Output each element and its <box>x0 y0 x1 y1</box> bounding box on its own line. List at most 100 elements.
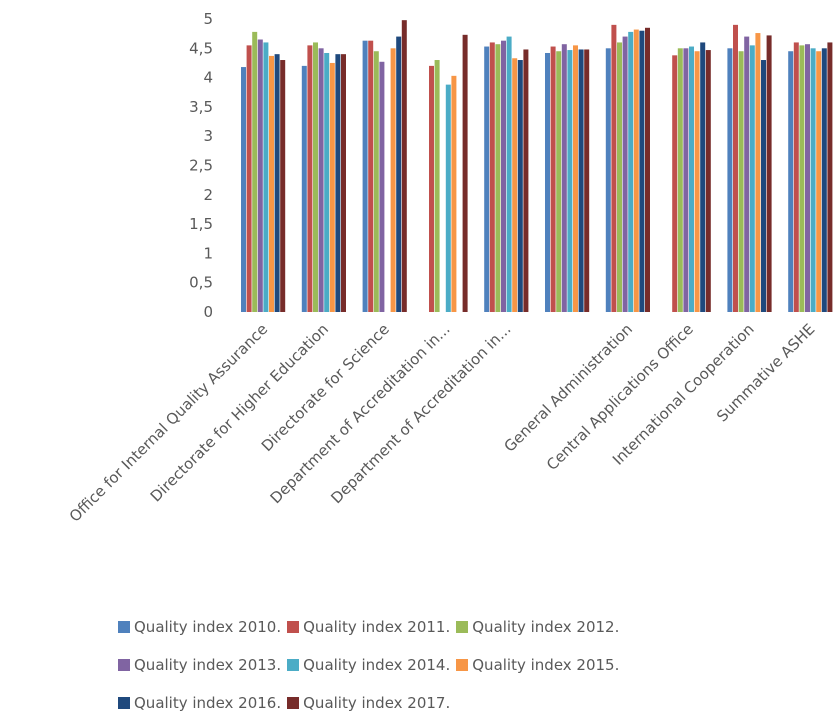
y-tick-label: 5 <box>203 10 213 28</box>
bar <box>373 51 379 312</box>
bar <box>269 55 274 313</box>
y-tick-label: 4,5 <box>189 39 213 57</box>
bar <box>677 48 683 313</box>
bar <box>705 50 711 313</box>
bars <box>241 20 833 313</box>
bar <box>749 45 755 313</box>
bar <box>318 48 324 313</box>
legend-swatch <box>118 659 130 671</box>
legend-label: Quality index 2017. <box>303 694 451 712</box>
legend-swatch <box>287 697 300 709</box>
y-tick-label: 2,5 <box>189 157 213 175</box>
bar <box>617 42 622 312</box>
bar <box>390 48 396 313</box>
bar <box>821 48 827 313</box>
legend-label: Quality index 2013. <box>134 656 282 674</box>
bar <box>379 61 385 312</box>
bar <box>506 36 512 312</box>
bar <box>484 46 490 312</box>
bar <box>313 42 318 312</box>
bar <box>434 60 440 312</box>
bar <box>489 42 495 312</box>
bar <box>578 49 584 312</box>
bar <box>401 20 407 312</box>
legend-item: Quality index 2012. <box>456 618 619 636</box>
bar <box>605 48 611 313</box>
bar <box>738 51 744 312</box>
y-tick-label: 0,5 <box>189 274 213 292</box>
legend-swatch <box>287 659 300 671</box>
bar <box>799 45 805 313</box>
bar <box>805 44 810 312</box>
legend-label: Quality index 2010. <box>134 618 282 636</box>
bar <box>556 51 562 312</box>
bar <box>501 40 506 313</box>
bar-chart: 0 0,5 1 1,5 2 2,5 3 3,5 4 4,5 5 Office for Interna… <box>66 10 833 526</box>
legend-row: Quality index 2010. Quality index 2011. Qu… <box>118 608 818 646</box>
bar <box>700 42 706 312</box>
legend-label: Quality index 2012. <box>472 618 620 636</box>
bar <box>727 48 733 313</box>
bar <box>744 36 750 312</box>
bar <box>639 30 645 312</box>
y-tick-label: 3,5 <box>189 98 213 116</box>
legend-item: Quality index 2016. <box>118 694 281 712</box>
legend-swatch <box>287 621 300 633</box>
legend-label: Quality index 2015. <box>472 656 620 674</box>
y-tick-label: 0 <box>203 303 213 321</box>
bar <box>810 48 816 313</box>
y-tick-label: 2 <box>203 186 213 204</box>
bar <box>755 33 761 313</box>
legend-item: Quality index 2010. <box>118 618 281 636</box>
legend-row: Quality index 2016. Quality index 2017. <box>118 684 818 722</box>
bar <box>512 58 518 313</box>
bar <box>280 60 286 312</box>
bar <box>335 54 341 312</box>
bar <box>307 45 313 313</box>
bar <box>611 24 617 313</box>
bar <box>341 54 346 312</box>
legend-swatch <box>118 697 130 709</box>
legend: Quality index 2010. Quality index 2011. Qu… <box>118 608 818 722</box>
bar <box>788 51 794 312</box>
bar <box>545 52 550 313</box>
bar <box>329 62 335 313</box>
bar <box>645 27 650 312</box>
legend-item: Quality index 2014. <box>287 656 450 674</box>
y-tick-label: 4 <box>203 69 213 87</box>
bar <box>622 36 628 312</box>
bar <box>462 34 468 312</box>
bar <box>672 55 678 312</box>
bar <box>274 54 280 312</box>
legend-row: Quality index 2013. Quality index 2014. Qu… <box>118 646 818 684</box>
bar <box>263 42 269 312</box>
y-tick-label: 3 <box>203 127 213 145</box>
y-tick-label: 1,5 <box>189 215 213 233</box>
bar <box>827 42 833 312</box>
legend-item: Quality index 2013. <box>118 656 281 674</box>
legend-item: Quality index 2015. <box>456 656 619 674</box>
bar <box>689 46 694 312</box>
bar <box>550 46 556 312</box>
legend-label: Quality index 2016. <box>134 694 282 712</box>
legend-swatch <box>456 621 469 633</box>
bar <box>561 44 567 312</box>
bar <box>301 65 307 312</box>
y-tick-label: 1 <box>203 244 213 262</box>
bar <box>241 67 246 312</box>
bar <box>761 60 766 312</box>
y-axis-ticks: 0 0,5 1 1,5 2 2,5 3 3,5 4 4,5 5 <box>189 10 213 321</box>
bar <box>573 45 578 313</box>
bar <box>517 60 523 312</box>
bar <box>584 49 590 312</box>
legend-label: Quality index 2011. <box>303 618 451 636</box>
bar <box>368 40 374 313</box>
bar <box>445 84 451 312</box>
bar <box>451 75 457 312</box>
bar <box>694 51 700 312</box>
bar <box>362 40 368 313</box>
legend-item: Quality index 2011. <box>287 618 450 636</box>
bar <box>567 50 573 313</box>
bar <box>396 36 402 312</box>
bar <box>816 51 822 312</box>
